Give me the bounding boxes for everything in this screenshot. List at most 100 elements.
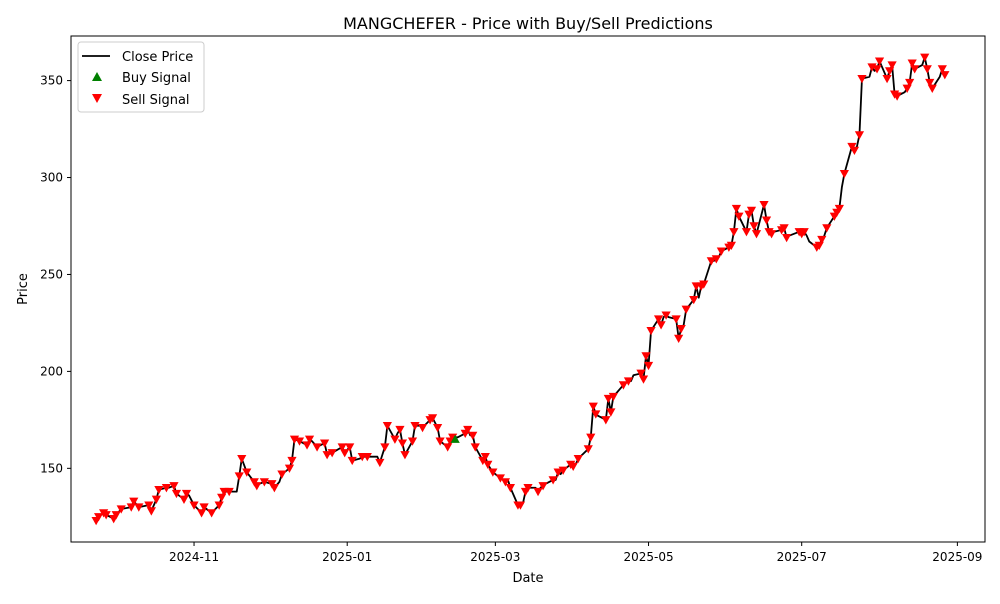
sell-signal-marker <box>920 53 930 62</box>
sell-signal-marker <box>433 423 443 433</box>
sell-signal-marker <box>380 443 390 452</box>
sell-signal-marker <box>362 453 372 462</box>
sell-signal-marker <box>548 476 558 485</box>
sell-signal-marker <box>129 497 139 506</box>
sell-signal-marker <box>480 453 490 462</box>
sell-signal-marker <box>854 131 865 140</box>
y-tick-label: 150 <box>40 461 63 475</box>
sell-signal-marker <box>925 78 935 88</box>
sell-signal-marker <box>390 435 400 444</box>
sell-signal-marker <box>746 206 757 216</box>
legend-sell-marker <box>92 94 102 103</box>
sell-signal-marker <box>857 74 867 84</box>
legend-label-close-price: Close Price <box>122 50 193 65</box>
sell-signal-marker <box>761 216 772 225</box>
sell-signal-marker <box>347 456 357 466</box>
sell-signal-marker <box>395 425 405 435</box>
sell-signal-marker <box>242 468 252 477</box>
sell-signal-marker <box>277 470 287 479</box>
sell-signal-marker <box>905 78 915 88</box>
sell-signal-marker <box>327 449 337 458</box>
sell-signal-marker <box>674 334 684 344</box>
sell-signal-marker <box>538 482 548 491</box>
sell-signal-marker <box>759 200 769 210</box>
sell-signal-marker <box>488 468 498 477</box>
sell-signal-marker <box>179 495 189 504</box>
x-tick-label: 2024-11 <box>169 550 219 564</box>
sell-signal-marker <box>146 507 156 516</box>
sell-signal-marker <box>382 422 392 431</box>
y-tick-label: 350 <box>40 74 63 88</box>
sell-signal-marker <box>234 472 244 481</box>
sell-signal-marker <box>154 485 164 495</box>
sell-signal-marker <box>207 509 217 518</box>
sell-signal-marker <box>874 57 885 66</box>
sell-signal-marker <box>907 59 917 68</box>
sell-signal-marker <box>779 224 789 233</box>
sell-signal-marker <box>872 65 882 74</box>
sell-signal-marker <box>716 247 726 256</box>
sell-signal-marker <box>922 65 932 74</box>
sell-signal-marker <box>766 230 777 239</box>
sell-signal-marker <box>144 501 154 510</box>
sell-signal-marker <box>259 478 269 487</box>
sell-signal-marker <box>601 416 611 425</box>
y-tick-label: 250 <box>40 267 63 281</box>
plot-area <box>91 53 950 526</box>
sell-signal-marker <box>111 511 121 520</box>
sell-signal-marker <box>417 423 428 433</box>
chart-title: MANGCHEFER - Price with Buy/Sell Predict… <box>343 14 713 33</box>
sell-signal-marker <box>345 443 355 452</box>
sell-signal-marker <box>638 375 649 384</box>
legend-frame <box>77 41 205 113</box>
sell-signal-marker <box>817 235 827 245</box>
sell-signal-marker <box>699 280 709 289</box>
sell-signal-marker <box>910 65 920 74</box>
sell-signal-marker <box>749 222 759 231</box>
sell-signal-marker <box>839 169 849 179</box>
x-tick-label: 2025-01 <box>322 550 372 564</box>
sell-signal-marker <box>940 71 950 80</box>
x-tick-label: 2025-07 <box>777 550 827 564</box>
sell-signal-marker <box>636 369 646 378</box>
sell-signal-marker <box>312 443 322 452</box>
sell-signal-marker <box>741 228 752 237</box>
sell-signal-marker <box>287 456 297 466</box>
sell-signal-marker <box>849 146 860 155</box>
sell-signal-marker <box>731 204 742 214</box>
sell-signal-marker <box>284 464 295 473</box>
sell-signal-marker <box>304 435 315 444</box>
sell-signal-marker <box>181 489 192 499</box>
sell-signal-marker <box>515 501 526 510</box>
sell-signal-marker <box>822 224 832 233</box>
legend-buy-marker <box>92 72 102 81</box>
legend-label-buy-signal: Buy Signal <box>122 71 191 86</box>
sell-signal-marker <box>468 431 478 440</box>
sell-signal-marker <box>711 255 721 264</box>
buy-signal-marker <box>450 434 460 443</box>
legend: Close Price Buy Signal Sell Signal <box>77 41 205 113</box>
sell-signal-marker <box>603 394 613 404</box>
sell-signal-marker <box>892 92 902 101</box>
sell-signal-marker <box>134 503 144 512</box>
sell-signal-marker <box>558 466 568 475</box>
sell-signal-marker <box>623 377 634 386</box>
sell-signal-marker <box>646 327 656 336</box>
sell-signal-marker <box>435 437 445 446</box>
sell-signal-marker <box>734 212 744 221</box>
sell-signal-marker <box>116 505 126 514</box>
sell-signal-marker <box>641 352 651 361</box>
sell-signal-marker <box>927 84 937 93</box>
sell-signal-marker <box>337 443 347 452</box>
sell-signal-marker <box>706 257 716 266</box>
sell-signal-marker <box>375 458 385 468</box>
sell-signal-marker <box>294 437 305 446</box>
sell-signal-marker <box>681 305 691 314</box>
sell-signal-marker <box>583 445 593 454</box>
sell-signal-marker <box>656 321 666 330</box>
sell-signal-marker <box>94 513 104 522</box>
legend-label-sell-signal: Sell Signal <box>122 93 190 108</box>
sell-signal-marker <box>397 439 408 448</box>
